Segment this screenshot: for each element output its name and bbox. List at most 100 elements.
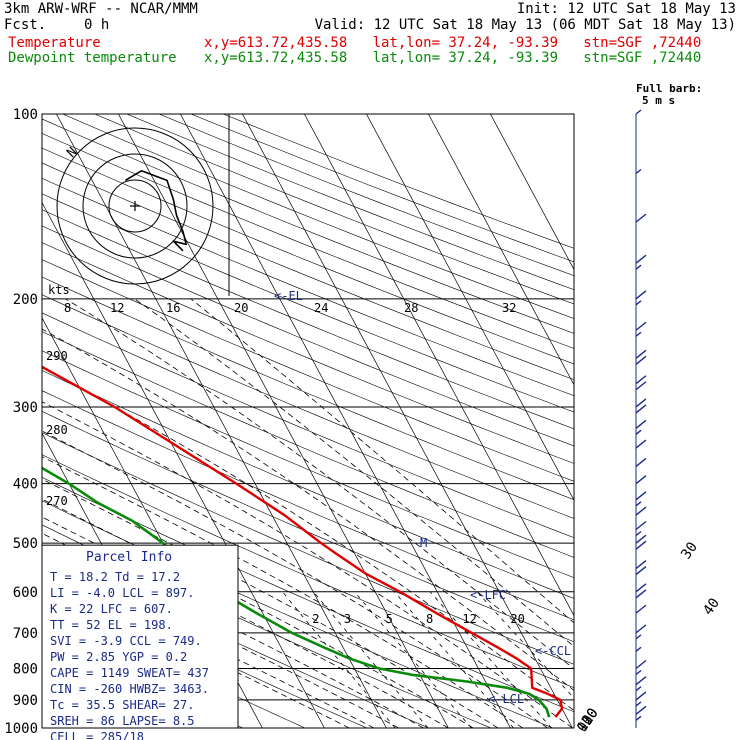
mixing-ratio-label: 20 (510, 612, 524, 626)
moist-adiabat (134, 298, 574, 647)
dry-adiabat (42, 276, 574, 500)
hodo-ring-label: 8 (64, 301, 71, 315)
barb-full (635, 213, 647, 223)
dry-adiabat (42, 312, 574, 539)
parcel-info-row: PW = 2.85 YGP = 0.2 (50, 650, 187, 664)
parcel-info-row: K = 22 LFC = 607. (50, 602, 173, 616)
barb-half (635, 168, 642, 175)
forecast-hour: 0 h (84, 17, 110, 33)
model-title: 3km ARW-WRF -- NCAR/MMM (4, 1, 198, 17)
moist-adiabat (42, 575, 350, 728)
temperature-line (42, 365, 564, 718)
barb-full (635, 560, 647, 570)
parcel-info-box (41, 544, 239, 729)
barb-full (635, 676, 647, 686)
pressure-label-400: 400 (13, 477, 38, 493)
dry-adiabat (42, 225, 574, 447)
dewpoint-location: x,y=613.72,435.58 lat,lon= 37.24, -93.39… (204, 50, 702, 66)
barb-half (635, 646, 642, 652)
barb-full (635, 457, 647, 468)
dry-adiabat (42, 331, 574, 558)
barb-half (635, 669, 642, 676)
pressure-label-700: 700 (13, 626, 38, 642)
mixing-ratio-label: 3 (344, 612, 351, 626)
mixing-ratio-line (313, 591, 429, 728)
barb-half (635, 300, 642, 306)
hodo-ring-label: 32 (502, 301, 516, 315)
parcel-info-row: CELL = 285/18 (50, 730, 144, 740)
barb-half (635, 429, 642, 435)
pressure-label-100: 100 (13, 107, 38, 123)
barb-full (635, 540, 647, 550)
dry-adiabat (42, 432, 574, 665)
dry-adiabat (42, 575, 368, 728)
hodo-units: kts (48, 283, 70, 297)
level-annotation: <-EL (274, 289, 303, 303)
pressure-label-500: 500 (13, 536, 38, 552)
barb-full (635, 566, 647, 576)
barb-full (635, 475, 647, 485)
dry-adiabat (42, 162, 574, 381)
barb-half (635, 715, 642, 721)
isotherm-label: 30 (678, 539, 701, 562)
theta-label-left: 280 (46, 423, 68, 437)
dry-adiabat (190, 114, 574, 263)
parcel-info-title: Parcel Info (86, 550, 172, 565)
pressure-label-300: 300 (13, 400, 38, 416)
dry-adiabat (42, 193, 574, 413)
moist-adiabat (42, 532, 424, 728)
pressure-label-200: 200 (13, 292, 38, 308)
barb-full (635, 589, 647, 599)
parcel-info-row: LI = -4.0 LCL = 897. (50, 586, 195, 600)
dry-adiabat (42, 370, 574, 599)
barb-half (635, 501, 642, 507)
parcel-info-row: Tc = 35.5 SHEAR= 27. (50, 698, 195, 712)
dry-adiabat (42, 294, 574, 519)
barb-full (635, 254, 647, 264)
barb-half (635, 530, 642, 537)
pressure-label-1000: 1000 (4, 721, 38, 737)
parcel-info-row: TT = 52 EL = 198. (50, 618, 173, 632)
barb-full (635, 290, 647, 300)
hodo-ring (82, 153, 188, 259)
isotherm (42, 201, 325, 728)
barb-full (635, 624, 647, 634)
hodo-ring-label: 16 (166, 301, 180, 315)
barb-full (635, 381, 647, 391)
hodo-ring-label: 20 (234, 301, 248, 315)
moist-adiabat (42, 328, 574, 691)
isotherm-label: 40 (700, 595, 723, 618)
barb-full (635, 604, 647, 614)
mixing-ratio-line (282, 591, 396, 728)
hodograph-trace (124, 170, 187, 252)
barb-full (635, 349, 647, 359)
dry-adiabat (42, 209, 574, 430)
barb-full (635, 398, 647, 408)
barb-half (635, 331, 642, 337)
pressure-label-900: 900 (13, 693, 38, 709)
theta-label-left: 290 (46, 349, 68, 363)
barb-half (635, 109, 642, 115)
isotherm (490, 114, 574, 271)
barb-note: Full barb: (636, 82, 702, 95)
mixing-ratio-line (429, 591, 552, 728)
barb-full (635, 321, 647, 331)
hodo-ring (108, 179, 162, 233)
pressure-label-600: 600 (13, 585, 38, 601)
barb-full (635, 520, 647, 531)
hodo-ring-label: 28 (404, 301, 418, 315)
isotherm-label: 10 (574, 712, 597, 735)
moist-adiabat (190, 298, 574, 624)
mixing-ratio-line (476, 591, 574, 699)
barb-full (635, 659, 647, 670)
isotherm (304, 114, 574, 617)
barb-full (635, 491, 647, 501)
isotherm (366, 114, 574, 502)
parcel-info-row: CIN = -260 HWBZ= 3463. (50, 682, 209, 696)
barb-full (635, 583, 647, 593)
dry-adiabat (42, 177, 574, 397)
barb-units: 5 m s (642, 94, 675, 107)
dry-adiabat (42, 411, 574, 643)
hodo-ring (56, 127, 214, 285)
barb-half (635, 634, 642, 640)
